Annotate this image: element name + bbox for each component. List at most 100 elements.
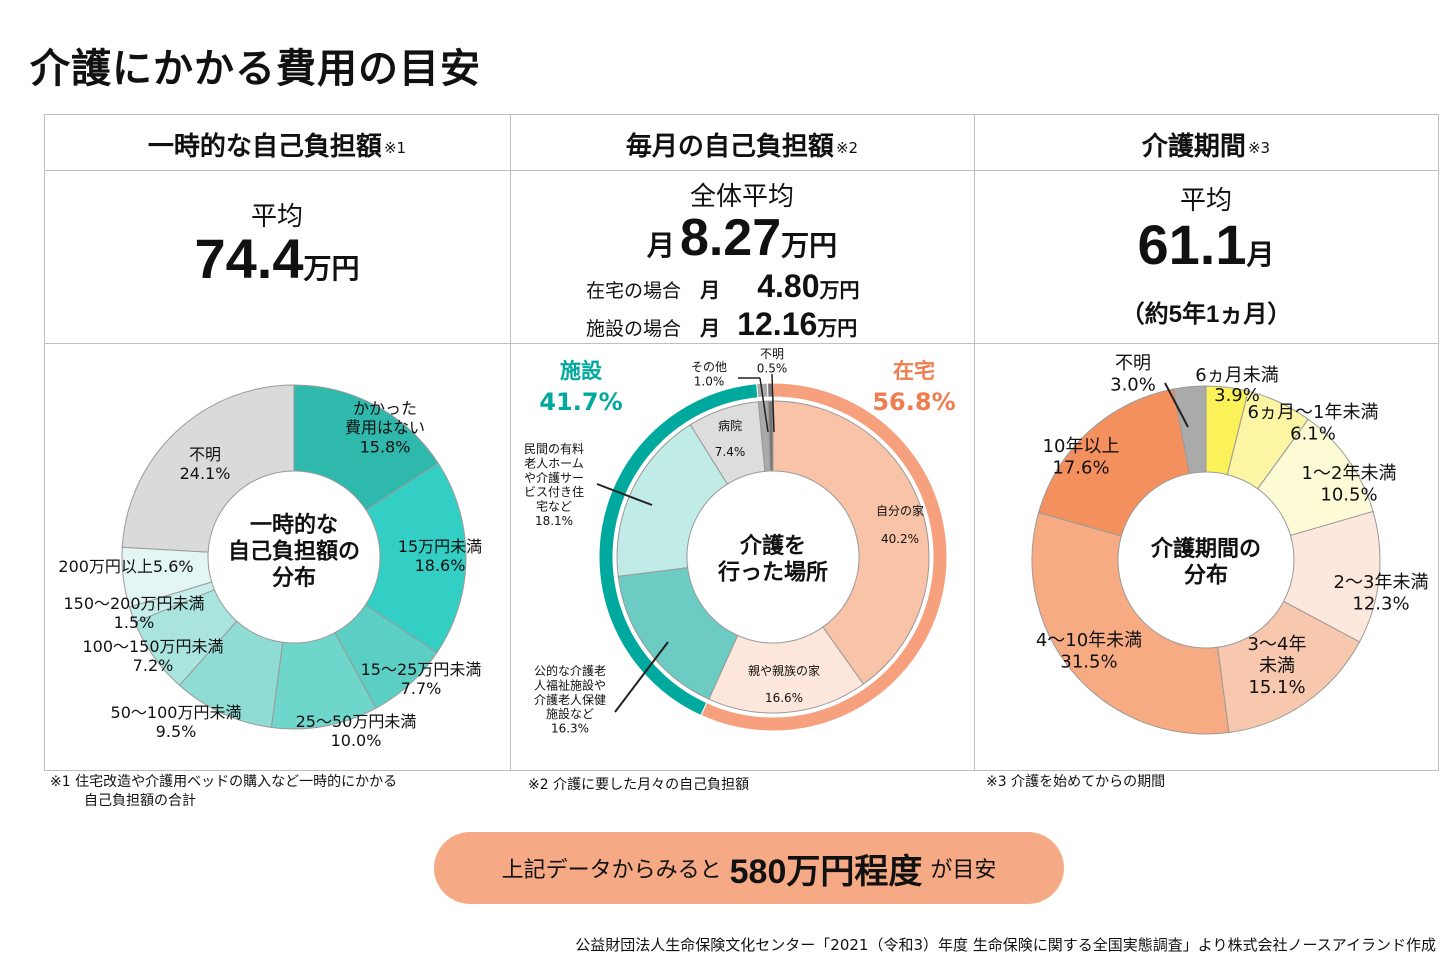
table-border-avg <box>44 343 1438 344</box>
chart3-label-6: 10年以上 17.6% <box>1043 436 1120 479</box>
chart3-slice-4 <box>1217 600 1361 734</box>
column-header-monthly: 毎月の自己負担額 ※2 <box>510 118 974 170</box>
avg-value-monthly: 月 8.27万円 <box>510 208 974 268</box>
chart1-label-1: 15万円未満 18.6% <box>398 537 482 575</box>
chart3-leader-7 <box>1164 382 1189 428</box>
chart1-label-8: 不明 24.1% <box>180 445 231 483</box>
sub-row-label: 在宅の場合 <box>586 280 682 302</box>
summary-pre: 上記データからみると <box>501 858 722 883</box>
sub-row-facility: 施設の場合 月 12.16万円 <box>586 306 857 343</box>
chart2-label-0-name: 自分の家 <box>876 503 924 518</box>
chart3-label-1: 6ヵ月〜1年未満 6.1% <box>1248 402 1379 445</box>
chart2-ring-home-name: 在宅 <box>893 359 935 383</box>
footnote-line: ※1 住宅改造や介護用ベッドの購入など一時的にかかる <box>50 774 398 790</box>
avg-number: 8.27 <box>679 209 782 267</box>
chart3-label-0-value: 3.9% <box>1214 385 1260 406</box>
header-note: ※1 <box>383 139 407 157</box>
avg-number: 74.4 <box>194 227 304 290</box>
chart2-slice-0 <box>772 400 930 685</box>
avg-unit: 万円 <box>781 230 838 261</box>
summary-post: が目安 <box>930 858 997 883</box>
chart1-label-0: かかった費用はない 15.8% <box>345 399 425 456</box>
summary-amount: 580万円程度 <box>729 852 923 891</box>
table-divider-1 <box>510 114 511 771</box>
footnote-1: ※1 住宅改造や介護用ベッドの購入など一時的にかかる 自己負担額の合計 <box>50 773 397 811</box>
avg-prefix: 月 <box>646 230 675 261</box>
chart2-leader-3 <box>596 483 653 506</box>
chart1-label-3: 25〜50万円未満 10.0% <box>296 712 417 750</box>
chart2-leader-5b <box>759 377 769 433</box>
chart3-slice-7 <box>1172 385 1207 475</box>
chart1-slice-1 <box>364 462 467 654</box>
table-divider-2 <box>974 114 975 771</box>
chart2-ring-facility-value: 41.7% <box>539 388 622 416</box>
column-header-one-time: 一時的な自己負担額 ※1 <box>44 118 510 170</box>
chart1-slice-8 <box>121 384 295 553</box>
chart3-center-label: 介護期間の分布 <box>1150 536 1261 588</box>
chart2-leader-6 <box>771 373 775 433</box>
header-text: 一時的な自己負担額 <box>147 131 382 162</box>
chart3-label-3: 2〜3年未満 12.3% <box>1334 572 1429 615</box>
chart3-label-4: 3〜4年未満 15.1% <box>1248 634 1307 698</box>
source-credit: 公益財団法人生命保険文化センター「2021（令和3）年度 生命保険に関する全国実… <box>575 936 1436 954</box>
chart2-ring-home-value: 56.8% <box>872 388 955 416</box>
chart1-label-7: 200万円以上5.6% <box>58 557 193 576</box>
avg-label-period: 平均 <box>1179 186 1232 216</box>
chart3-label-7: 不明 3.0% <box>1110 353 1156 396</box>
sub-row-label: 施設の場合 <box>586 318 682 340</box>
footnote-2: ※2 介護に要した月々の自己負担額 <box>528 777 750 793</box>
chart2-label-5: その他 1.0% <box>691 360 727 388</box>
chart2-label-1-value: 16.6% <box>765 691 803 705</box>
chart2-label-6: 不明 0.5% <box>757 347 788 375</box>
sub-row-unit: 万円 <box>817 318 858 340</box>
avg-unit: 月 <box>1246 239 1275 270</box>
avg-value-one-time: 74.4万円 <box>44 226 510 291</box>
sub-row-unit: 万円 <box>819 280 860 302</box>
chart2-label-2: 公的な介護老人福祉施設や介護老人保健施設など 16.3% <box>534 663 606 736</box>
chart2-label-4-name: 病院 <box>718 418 742 433</box>
header-note: ※2 <box>835 139 859 157</box>
table-border-header <box>44 170 1438 171</box>
chart3-label-0-name: 6ヵ月未満 <box>1195 365 1278 386</box>
chart2-label-4-value: 7.4% <box>715 445 746 459</box>
footnote-3: ※3 介護を始めてからの期間 <box>986 774 1166 790</box>
chart2-label-1-name: 親や親族の家 <box>748 663 820 678</box>
header-text: 毎月の自己負担額 <box>625 131 834 162</box>
chart2-label-3: 民間の有料老人ホームや介護サービス付き住宅など 18.1% <box>524 442 584 528</box>
table-border-top <box>44 114 1438 115</box>
sub-row-value: 4.80 <box>757 268 820 304</box>
avg-unit: 万円 <box>303 253 360 284</box>
avg-sub-period: （約5年1ヵ月） <box>1120 301 1292 328</box>
table-border-left <box>44 114 45 771</box>
column-header-period: 介護期間 ※3 <box>974 118 1438 170</box>
sub-row-home: 在宅の場合 月 4.80万円 <box>586 268 859 305</box>
sub-row-prefix: 月 <box>700 280 721 302</box>
chart2-center-label: 介護を行った場所 <box>717 533 828 585</box>
avg-label-monthly: 全体平均 <box>689 182 794 212</box>
avg-number: 61.1 <box>1137 213 1247 276</box>
chart2-slice-3 <box>616 424 729 577</box>
chart1-label-6: 150〜200万円未満 1.5% <box>63 594 204 632</box>
chart2-ring-facility-name: 施設 <box>560 359 603 383</box>
chart1-label-5: 100〜150万円未満 7.2% <box>82 637 223 675</box>
chart3-label-5: 4〜10年未満 31.5% <box>1036 630 1142 673</box>
chart1-center-label: 一時的な自己負担額の分布 <box>228 512 360 591</box>
sub-row-value: 12.16 <box>737 306 818 342</box>
sub-row-prefix: 月 <box>700 318 721 340</box>
table-border-right <box>1438 114 1439 771</box>
summary-pill: 上記データからみると 580万円程度 が目安 <box>434 832 1064 904</box>
table-border-bottom <box>44 770 1438 771</box>
header-note: ※3 <box>1247 139 1271 157</box>
chart3-label-2: 1〜2年未満 10.5% <box>1302 463 1397 506</box>
avg-value-period: 61.1月 <box>974 212 1438 277</box>
chart2-leader-2 <box>614 641 669 713</box>
footnote-line: 自己負担額の合計 <box>84 793 196 809</box>
avg-label-one-time: 平均 <box>250 202 303 232</box>
chart1-label-4: 50〜100万円未満 9.5% <box>111 703 242 741</box>
chart2-slice-6 <box>767 400 774 472</box>
page-title: 介護にかかる費用の目安 <box>30 46 481 92</box>
header-text: 介護期間 <box>1141 131 1246 162</box>
chart1-label-2: 15〜25万円未満 7.7% <box>361 660 482 698</box>
chart3-slice-5 <box>1031 511 1230 735</box>
